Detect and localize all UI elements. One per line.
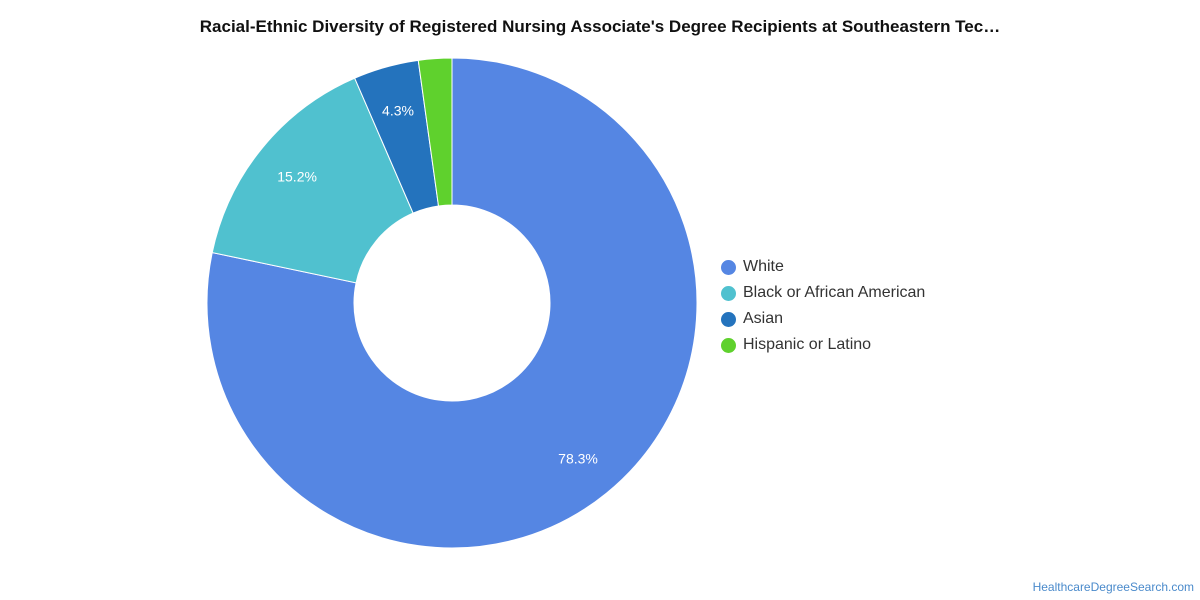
legend-label: Black or African American	[743, 284, 926, 301]
slice-label-black-or-african-american: 15.2%	[277, 168, 317, 184]
slice-label-white: 78.3%	[558, 450, 598, 466]
legend-item-white[interactable]: White	[721, 254, 925, 280]
legend-swatch	[721, 285, 736, 301]
legend-swatch	[721, 311, 736, 327]
legend-label: Asian	[743, 310, 784, 327]
donut-slice-labels: 78.3% 15.2% 4.3%	[277, 102, 598, 466]
legend-item-hispanic-or-latino[interactable]: Hispanic or Latino	[721, 332, 925, 358]
legend-label: Hispanic or Latino	[743, 336, 872, 353]
chart-title: Racial-Ethnic Diversity of Registered Nu…	[199, 17, 1001, 36]
slice-hispanic-or-latino[interactable]	[417, 57, 453, 207]
chart-legend: White Black or African American Asian Hispa…	[721, 254, 925, 358]
legend-swatch	[721, 337, 736, 353]
legend-label: White	[743, 258, 784, 275]
donut-slices	[206, 57, 698, 549]
slice-label-asian: 4.3%	[382, 102, 414, 118]
legend-item-asian[interactable]: Asian	[721, 306, 925, 332]
source-link[interactable]: HealthcareDegreeSearch.com	[1032, 580, 1194, 594]
slice-white[interactable]	[206, 57, 698, 549]
legend-swatch	[721, 259, 736, 275]
legend-item-black-or-african-american[interactable]: Black or African American	[721, 280, 925, 306]
slice-black-or-african-american[interactable]	[211, 77, 414, 284]
